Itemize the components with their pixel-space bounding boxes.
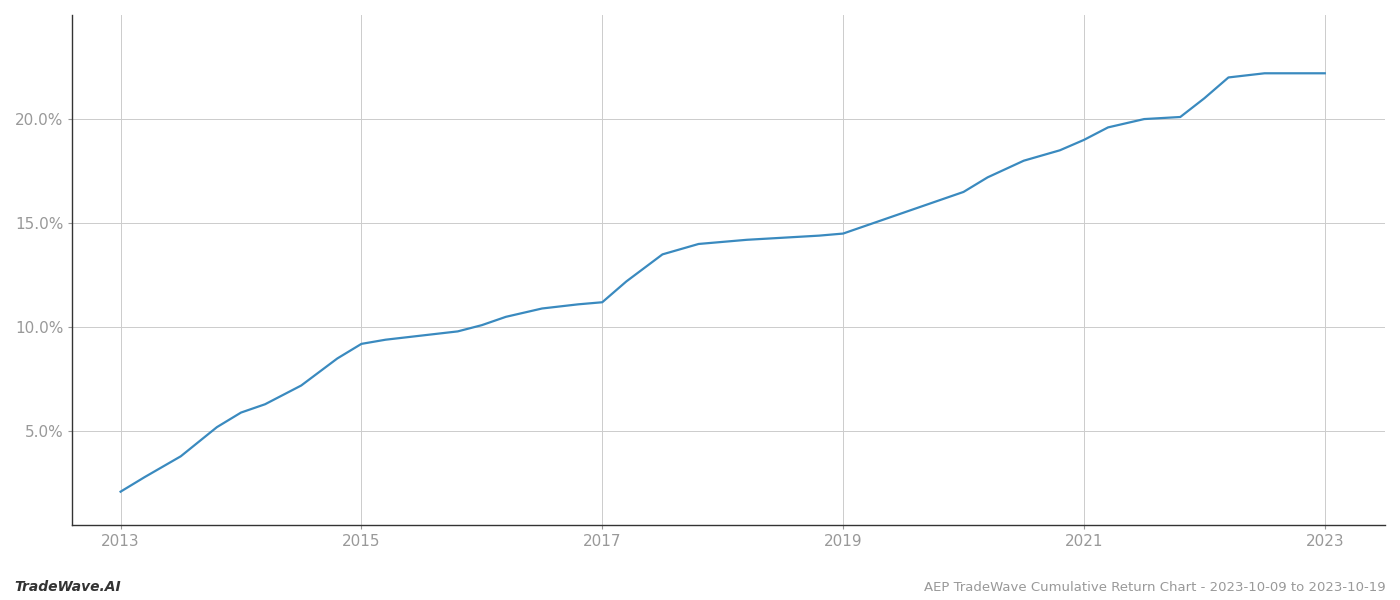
Text: AEP TradeWave Cumulative Return Chart - 2023-10-09 to 2023-10-19: AEP TradeWave Cumulative Return Chart - …	[924, 581, 1386, 594]
Text: TradeWave.AI: TradeWave.AI	[14, 580, 120, 594]
